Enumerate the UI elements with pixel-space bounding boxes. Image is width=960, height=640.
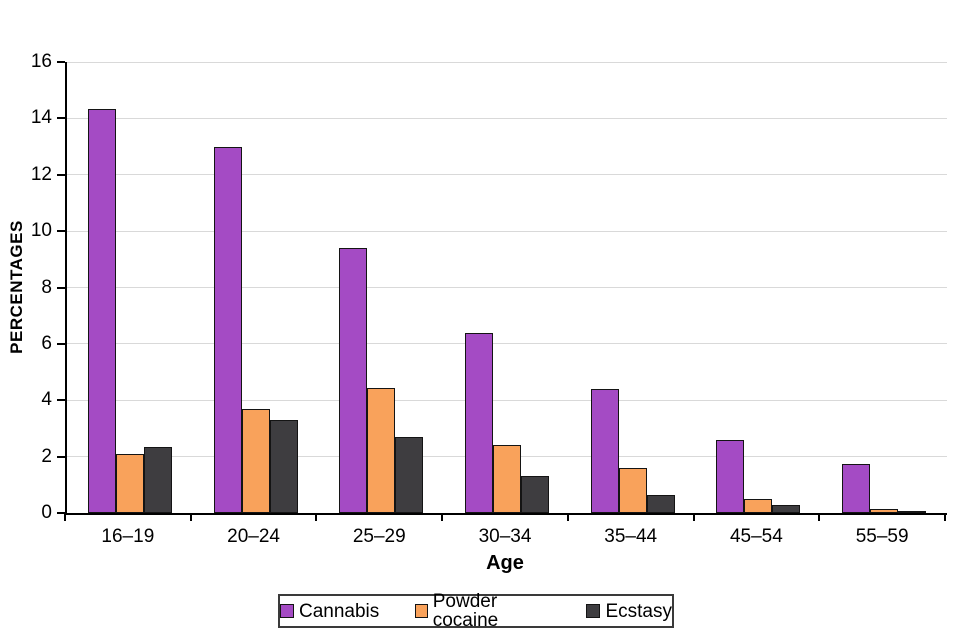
gridline (67, 399, 947, 401)
bar-ecstasy (646, 494, 675, 513)
gridline (67, 117, 947, 119)
bar-ecstasy (395, 436, 424, 513)
y-axis-tick (57, 342, 65, 345)
x-category-label: 35–44 (604, 526, 658, 547)
x-axis-tick (315, 513, 318, 521)
legend-swatch (586, 604, 601, 618)
x-category-label: 20–24 (227, 526, 280, 547)
bar-cannabis (716, 439, 745, 513)
legend-item: Cannabis (280, 602, 379, 621)
legend-swatch (415, 604, 428, 618)
bar-powder-cocaine (241, 408, 270, 513)
plot-area (65, 61, 947, 515)
x-axis-tick (566, 513, 569, 521)
y-tick-label: 16 (30, 51, 52, 72)
y-tick-label: 10 (30, 220, 52, 242)
bar-cannabis (842, 463, 871, 513)
x-axis-tick (818, 513, 821, 521)
y-axis-tick (57, 512, 65, 514)
bar-cannabis (339, 248, 368, 513)
y-axis-tick (57, 230, 65, 233)
y-tick-label: 12 (30, 163, 52, 185)
legend-label: Ecstasy (605, 600, 672, 622)
bar-powder-cocaine (493, 445, 521, 513)
y-axis-tick (57, 399, 65, 402)
y-tick-label: 8 (41, 276, 52, 298)
y-axis-tick (57, 173, 65, 176)
legend-item: Ecstasy (586, 602, 672, 621)
bar-ecstasy (772, 504, 801, 513)
bar-cannabis (465, 332, 493, 513)
x-axis-tick (189, 513, 192, 521)
x-axis-tick (944, 513, 946, 521)
y-axis-tick (57, 61, 65, 63)
legend-label: Powder cocaine (432, 591, 499, 631)
y-axis-tick (57, 455, 65, 458)
bar-powder-cocaine (744, 498, 773, 513)
y-tick-label: 14 (30, 107, 52, 129)
x-category-label: 30–34 (478, 526, 532, 547)
bar-powder-cocaine (618, 467, 647, 513)
bar-cannabis (213, 146, 242, 513)
legend-item: Powder cocaine (415, 592, 550, 630)
legend-swatch (280, 604, 294, 618)
gridline (67, 287, 947, 288)
gridline (67, 343, 947, 345)
y-axis-tick (57, 286, 65, 289)
legend: Cannabis Powder cocaine Ecstasy (278, 592, 674, 630)
x-axis-tick (692, 513, 695, 521)
x-axis-tick (64, 513, 66, 521)
y-tick-label: 6 (41, 332, 52, 354)
bar-cannabis (590, 388, 619, 513)
x-axis-title: Age (486, 552, 524, 574)
bar-powder-cocaine (115, 453, 144, 513)
bar-powder-cocaine (870, 508, 899, 513)
x-category-label: 25–29 (352, 526, 406, 547)
y-axis-tick (57, 117, 65, 120)
bar-cannabis (87, 108, 116, 513)
bar-ecstasy (269, 419, 298, 513)
x-category-label: 45–54 (729, 526, 783, 547)
x-category-label: 16–19 (101, 526, 155, 547)
x-axis-tick (441, 513, 444, 521)
gridline (67, 174, 947, 176)
bar-ecstasy (898, 511, 927, 513)
gridline (67, 230, 947, 232)
y-tick-label: 4 (41, 389, 52, 411)
bar-ecstasy (521, 476, 549, 513)
y-tick-label: 0 (41, 502, 52, 523)
y-tick-label: 2 (41, 445, 52, 467)
legend-label: Cannabis (299, 600, 380, 622)
bar-powder-cocaine (367, 387, 396, 513)
x-category-label: 55–59 (855, 526, 909, 547)
bar-ecstasy (143, 446, 172, 513)
gridline (67, 61, 947, 63)
